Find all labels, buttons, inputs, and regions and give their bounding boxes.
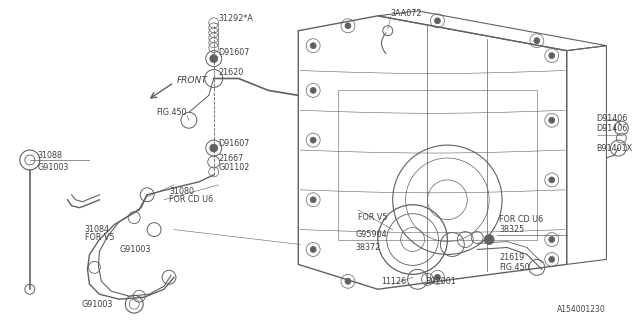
Text: D91406: D91406 [596,114,628,123]
Circle shape [310,87,316,93]
Circle shape [548,177,555,183]
Text: 31084: 31084 [84,225,109,234]
Circle shape [210,55,218,63]
Text: 38325: 38325 [499,225,524,234]
Text: 11126: 11126 [381,277,406,286]
Text: 21667: 21667 [219,154,244,163]
Text: G91003: G91003 [81,300,113,309]
Text: FOR V5: FOR V5 [358,213,387,222]
Text: FIG.450: FIG.450 [156,108,187,117]
Circle shape [435,18,440,24]
Circle shape [435,274,440,280]
Text: 3AA072: 3AA072 [390,9,422,18]
Circle shape [548,52,555,59]
Text: B92001: B92001 [426,277,456,286]
Circle shape [534,38,540,44]
Circle shape [310,137,316,143]
Circle shape [310,43,316,49]
Circle shape [548,236,555,243]
Circle shape [484,235,494,244]
Circle shape [345,23,351,29]
Text: D91607: D91607 [219,48,250,57]
Text: FOR CD U6: FOR CD U6 [499,215,543,224]
Text: 21620: 21620 [219,68,244,77]
Circle shape [548,256,555,262]
Text: 38372: 38372 [356,243,381,252]
Text: FOR CD U6: FOR CD U6 [169,195,213,204]
Text: 31292*A: 31292*A [219,14,253,23]
Text: B91401X: B91401X [596,144,632,153]
Circle shape [310,246,316,252]
Circle shape [210,144,218,152]
Text: G95904: G95904 [356,230,388,239]
Text: D91607: D91607 [219,139,250,148]
Text: G01102: G01102 [219,164,250,172]
Circle shape [345,278,351,284]
Text: A154001230: A154001230 [557,305,605,314]
Circle shape [548,117,555,123]
Text: 21619: 21619 [499,253,524,262]
Text: FIG.450: FIG.450 [499,263,530,272]
Text: G91003: G91003 [119,245,150,254]
Text: FRONT: FRONT [177,76,208,85]
Text: FOR V5: FOR V5 [84,233,114,242]
Text: D91406: D91406 [596,124,628,133]
Text: 31080: 31080 [169,187,194,196]
Circle shape [310,197,316,203]
Text: G91003: G91003 [38,164,69,172]
Text: 31088: 31088 [38,150,63,160]
